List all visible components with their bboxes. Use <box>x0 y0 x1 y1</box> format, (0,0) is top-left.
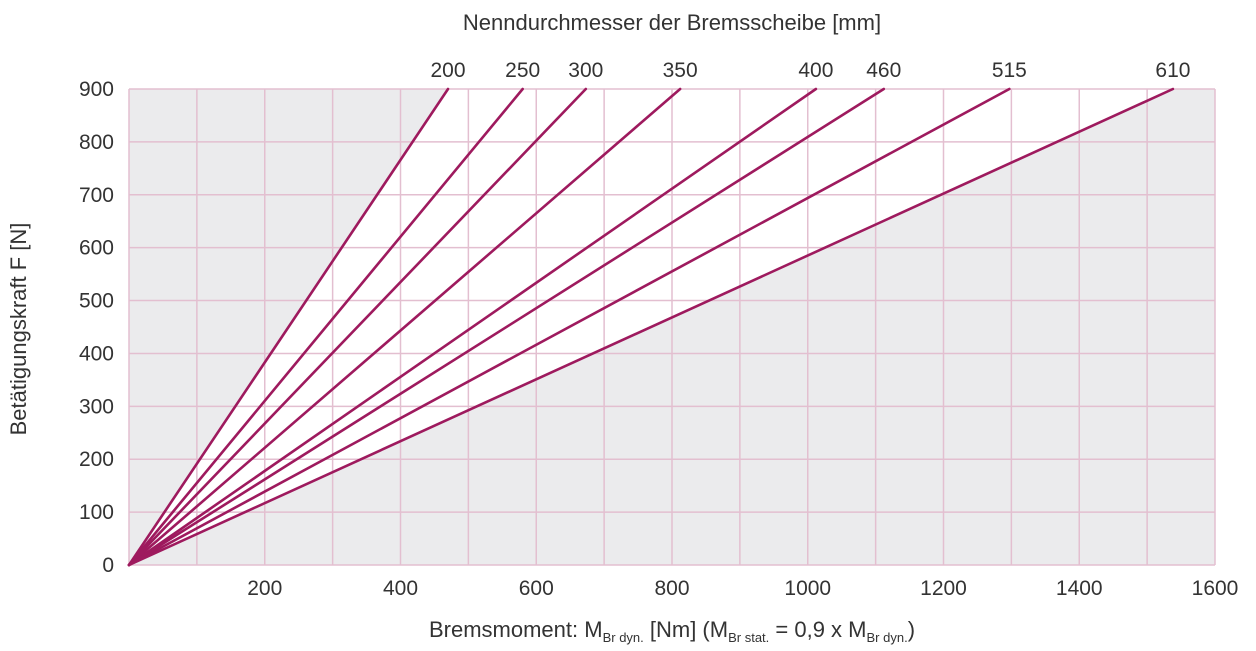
y-tick-label: 400 <box>79 342 114 365</box>
series-label-200: 200 <box>430 59 465 82</box>
y-tick-label: 700 <box>79 184 114 207</box>
x-axis-title-subscript: Br dyn. <box>867 630 908 645</box>
series-label-250: 250 <box>505 59 540 82</box>
x-axis-title-part: ) <box>908 617 915 642</box>
y-tick-labels: 0 100 200 300 400 500 600 700 800 900 <box>79 78 114 577</box>
y-tick-label: 300 <box>79 395 114 418</box>
x-axis-title-part: Bremsmoment: M <box>429 617 603 642</box>
series-labels: 200 250 300 350 400 460 515 610 <box>430 59 1190 82</box>
x-tick-label: 1400 <box>1056 577 1103 600</box>
x-tick-labels: 200 400 600 800 1000 1200 1400 1600 <box>247 577 1238 600</box>
x-tick-label: 1600 <box>1192 577 1239 600</box>
top-axis-title: Nenndurchmesser der Bremsscheibe [mm] <box>463 10 881 35</box>
series-label-515: 515 <box>992 59 1027 82</box>
series-label-350: 350 <box>663 59 698 82</box>
x-tick-label: 400 <box>383 577 418 600</box>
y-tick-label: 200 <box>79 448 114 471</box>
series-line-250 <box>127 87 524 567</box>
x-axis-title-subscript: Br stat. <box>728 630 769 645</box>
series-label-610: 610 <box>1155 59 1190 82</box>
y-tick-label: 0 <box>102 554 114 577</box>
series-line-400 <box>127 87 818 567</box>
series-line-610 <box>127 87 1175 567</box>
x-tick-label: 200 <box>247 577 282 600</box>
y-tick-label: 100 <box>79 501 114 524</box>
series-line-350 <box>127 87 682 567</box>
y-tick-label: 900 <box>79 78 114 101</box>
series-line-515 <box>127 87 1011 567</box>
series-label-300: 300 <box>568 59 603 82</box>
x-axis-title-part: = 0,9 x M <box>769 617 866 642</box>
series-line-300 <box>127 87 588 567</box>
x-tick-label: 1000 <box>784 577 831 600</box>
y-tick-label: 500 <box>79 290 114 313</box>
x-tick-label: 1200 <box>920 577 967 600</box>
grid <box>128 88 1216 566</box>
series-lines <box>127 87 1175 567</box>
series-label-400: 400 <box>798 59 833 82</box>
series-line-200 <box>127 87 450 567</box>
x-tick-label: 600 <box>519 577 554 600</box>
x-axis-title-subscript: Br dyn. <box>603 630 644 645</box>
y-tick-label: 800 <box>79 131 114 154</box>
x-axis-title-part: [Nm] (M <box>644 617 728 642</box>
x-tick-label: 800 <box>654 577 689 600</box>
x-axis-title: Bremsmoment: MBr dyn. [Nm] (MBr stat. = … <box>429 617 915 645</box>
series-label-460: 460 <box>866 59 901 82</box>
y-axis-title: Betätigungskraft F [N] <box>6 223 31 436</box>
series-line-460 <box>127 87 886 567</box>
y-tick-label: 600 <box>79 237 114 260</box>
